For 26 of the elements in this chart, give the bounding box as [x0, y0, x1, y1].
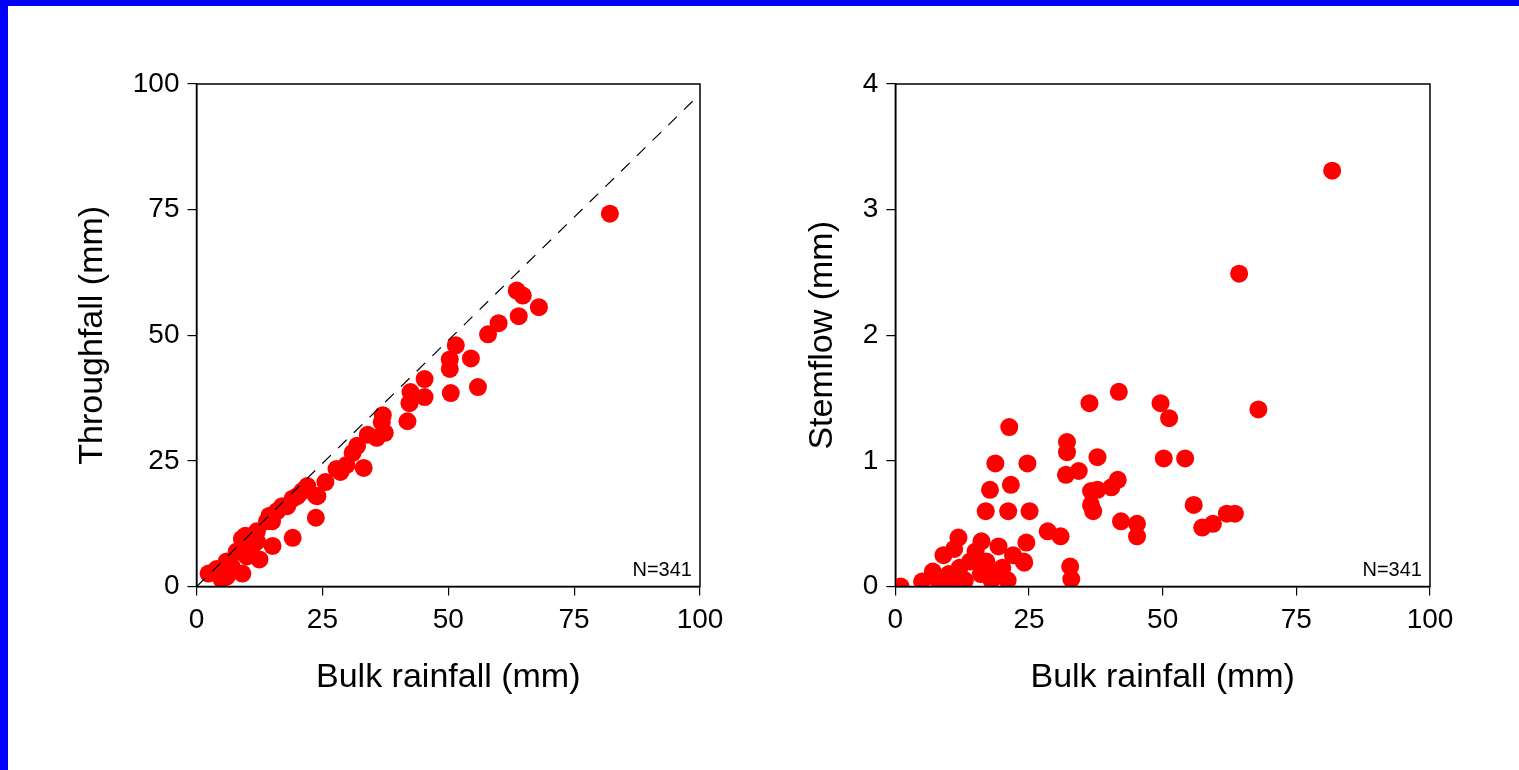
x-tick-label: 100	[1406, 603, 1454, 635]
x-tick-label: 0	[188, 603, 205, 635]
y-tick-label: 75	[148, 192, 180, 224]
x-tick-label: 50	[432, 603, 464, 635]
x-axis-title: Bulk rainfall (mm)	[316, 655, 581, 694]
y-tick-label: 0	[862, 569, 879, 601]
x-axis-title: Bulk rainfall (mm)	[1030, 655, 1295, 694]
y-tick-label: 25	[148, 443, 180, 475]
x-tick-label: 75	[558, 603, 590, 635]
x-tick-label: 75	[1280, 603, 1312, 635]
y-tick-label: 0	[163, 569, 180, 601]
y-tick-label: 4	[862, 66, 879, 98]
y-tick-label: 3	[862, 192, 879, 224]
x-tick-label: 100	[676, 603, 724, 635]
x-tick-label: 25	[306, 603, 338, 635]
y-tick-label: 2	[862, 318, 879, 350]
x-tick-label: 50	[1147, 603, 1179, 635]
annotation: N=341	[1362, 558, 1422, 581]
y-tick-label: 1	[862, 443, 879, 475]
y-tick-label: 100	[132, 66, 180, 98]
x-tick-label: 0	[887, 603, 904, 635]
y-tick-label: 50	[148, 318, 180, 350]
x-tick-label: 25	[1013, 603, 1045, 635]
y-axis-title: Throughfall (mm)	[70, 205, 109, 465]
annotation: N=341	[632, 558, 692, 581]
y-axis-title: Stemflow (mm)	[800, 221, 839, 450]
